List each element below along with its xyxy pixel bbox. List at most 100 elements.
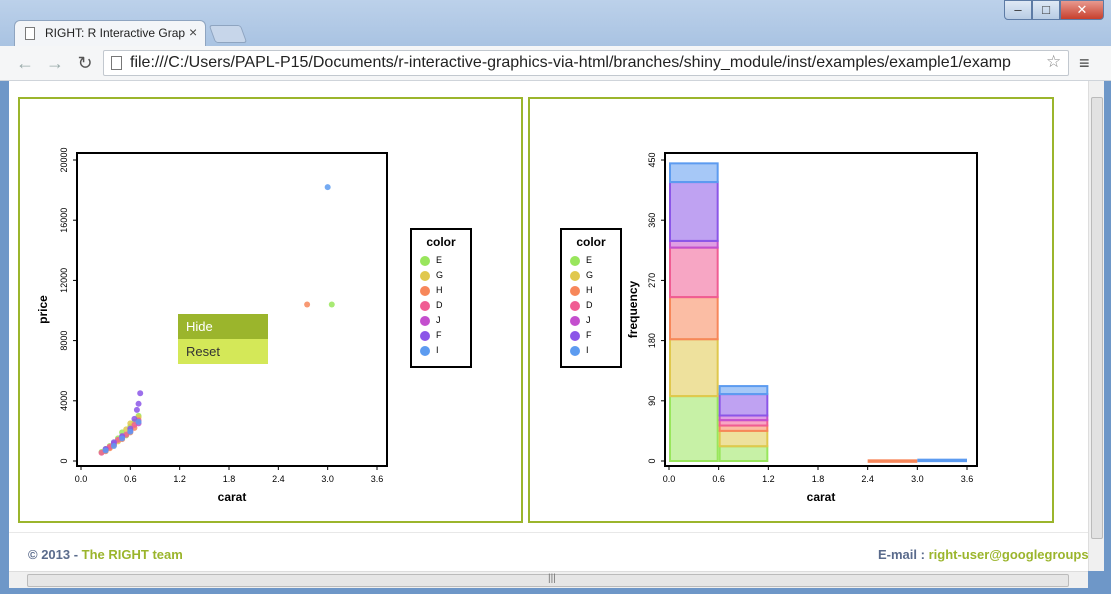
histogram-bar-J — [669, 239, 719, 249]
browser-tab[interactable]: RIGHT: R Interactive Grapl × — [14, 20, 206, 46]
scatter-panel: 0.0 0.6 1.2 1.8 2.4 3.0 3.6 0 4000 8000 12000 16000… — [18, 97, 523, 523]
y-tick-label: 16000 — [59, 208, 69, 233]
legend-swatch — [420, 331, 430, 341]
histogram-plot[interactable]: 0.0 0.6 1.2 1.8 2.4 3.0 3.6 0 90 180 270 360 450 cara… — [530, 99, 1052, 521]
x-tick-label: 1.8 — [812, 474, 825, 484]
footer-copyright: © 2013 - The RIGHT team — [28, 547, 183, 562]
legend-item-H[interactable]: H — [420, 284, 470, 298]
legend-item-G[interactable]: G — [420, 269, 470, 283]
legend-swatch — [420, 316, 430, 326]
legend-item-E[interactable]: E — [420, 254, 470, 268]
x-tick-label: 3.6 — [371, 474, 384, 484]
legend-swatch — [420, 346, 430, 356]
y-axis-label: frequency — [626, 281, 640, 339]
legend-swatch — [420, 256, 430, 266]
legend-label: H — [436, 285, 443, 295]
y-tick-label: 8000 — [59, 331, 69, 351]
url-text[interactable]: file:///C:/Users/PAPL-P15/Documents/r-in… — [130, 54, 1011, 71]
histogram-bar-F — [669, 181, 719, 242]
legend-item-E[interactable]: E — [570, 254, 620, 268]
scatter-point-I — [102, 447, 109, 454]
menu-icon[interactable]: ≡ — [1079, 53, 1090, 73]
scatter-plot[interactable]: 0.0 0.6 1.2 1.8 2.4 3.0 3.6 0 4000 8000 12000 16000… — [20, 99, 521, 521]
legend-label: D — [586, 300, 593, 310]
horizontal-scrollbar[interactable]: ||| — [9, 571, 1088, 588]
legend-item-D[interactable]: D — [420, 299, 470, 313]
scatter-point-F — [133, 406, 140, 413]
y-axis-label: price — [36, 295, 50, 324]
legend-label: E — [436, 255, 443, 265]
x-tick-label: 1.2 — [762, 474, 775, 484]
plot-area — [76, 152, 388, 467]
histogram-bar-H — [669, 296, 719, 341]
legend-label: F — [436, 330, 442, 340]
tab-title: RIGHT: R Interactive Grapl — [45, 26, 185, 40]
legend-item-J[interactable]: J — [420, 314, 470, 328]
email-link[interactable]: right-user@googlegroups. — [928, 547, 1093, 562]
scatter-point-F — [131, 415, 138, 422]
close-window-button[interactable]: ✕ — [1060, 0, 1104, 20]
y-tick-label: 20000 — [59, 147, 69, 172]
legend-item-G[interactable]: G — [570, 269, 620, 283]
y-tick-label: 0 — [647, 458, 657, 463]
address-bar[interactable]: file:///C:/Users/PAPL-P15/Documents/r-in… — [103, 50, 1069, 76]
histogram-bar-I — [917, 458, 968, 463]
legend-label: I — [586, 345, 589, 355]
x-tick-label: 3.0 — [911, 474, 924, 484]
legend-label: H — [586, 285, 593, 295]
y-tick-label: 90 — [647, 396, 657, 406]
legend-item-J[interactable]: J — [570, 314, 620, 328]
legend-item-D[interactable]: D — [570, 299, 620, 313]
legend-label: D — [436, 300, 443, 310]
legend-item-I[interactable]: I — [570, 344, 620, 358]
histogram-bar-H — [867, 459, 918, 463]
hide-button[interactable]: Hide — [178, 314, 268, 339]
tab-close-icon[interactable]: × — [189, 24, 198, 40]
minimize-button[interactable]: – — [1004, 0, 1032, 20]
copyright-prefix: © 2013 - — [28, 547, 82, 562]
reload-icon[interactable]: ↻ — [77, 53, 93, 73]
vertical-scroll-thumb[interactable] — [1091, 97, 1103, 539]
y-tick-label: 180 — [647, 333, 657, 348]
histogram-bar-G — [669, 338, 719, 398]
back-icon[interactable]: ← — [16, 53, 34, 73]
scatter-point-F — [135, 400, 142, 407]
vertical-scrollbar[interactable] — [1088, 81, 1104, 571]
scatter-point-E — [328, 301, 335, 308]
legend-label: E — [586, 255, 593, 265]
x-tick-label: 0.6 — [712, 474, 725, 484]
x-axis-label: carat — [218, 490, 247, 504]
footer-email: E-mail : right-user@googlegroups. — [878, 547, 1092, 562]
new-tab-button[interactable] — [208, 25, 248, 43]
reset-button[interactable]: Reset — [178, 339, 268, 364]
legend-item-F[interactable]: F — [570, 329, 620, 343]
grip-icon: ||| — [548, 573, 556, 584]
bookmark-star-icon[interactable]: ☆ — [1046, 52, 1062, 71]
y-tick-label: 4000 — [59, 391, 69, 411]
x-axis-label: carat — [807, 490, 836, 504]
team-name: The RIGHT team — [81, 547, 183, 562]
horizontal-scroll-thumb[interactable]: ||| — [27, 573, 1069, 587]
legend-item-F[interactable]: F — [420, 329, 470, 343]
forward-icon[interactable]: → — [46, 53, 64, 73]
page-icon — [111, 56, 122, 70]
y-tick-label: 270 — [647, 273, 657, 288]
histogram-bar-I — [669, 162, 719, 184]
legend-label: J — [586, 315, 591, 325]
maximize-button[interactable]: □ — [1032, 0, 1060, 20]
x-tick-label: 3.6 — [961, 474, 974, 484]
legend-swatch — [570, 286, 580, 296]
histogram-bar-E — [718, 445, 769, 463]
legend-label: G — [586, 270, 594, 280]
legend-item-I[interactable]: I — [420, 344, 470, 358]
x-tick-label: 0.0 — [75, 474, 88, 484]
y-tick-label: 12000 — [59, 268, 69, 293]
legend-item-H[interactable]: H — [570, 284, 620, 298]
legend-title: color — [426, 235, 456, 249]
histogram-bar-G — [718, 429, 769, 448]
histogram-bar-E — [669, 395, 719, 462]
legend-label: F — [586, 330, 592, 340]
